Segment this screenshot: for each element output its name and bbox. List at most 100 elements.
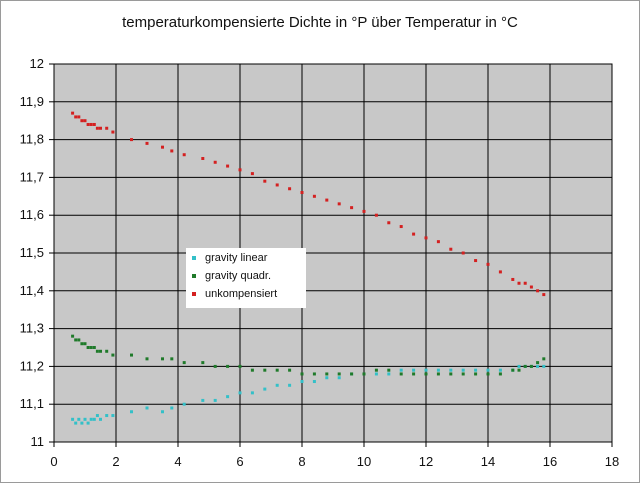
data-point-gravity-quadr xyxy=(374,368,378,372)
x-tick-label: 0 xyxy=(50,454,57,469)
data-point-gravity-quadr xyxy=(436,372,440,376)
data-point-gravity-linear xyxy=(498,368,502,372)
data-point-gravity-linear xyxy=(99,417,102,421)
data-point-gravity-linear xyxy=(387,372,391,376)
legend-marker-unkompensiert xyxy=(192,292,196,296)
data-point-unkompensiert xyxy=(263,179,267,183)
data-point-unkompensiert xyxy=(130,138,133,142)
data-point-gravity-quadr xyxy=(74,338,78,342)
data-point-gravity-quadr xyxy=(71,334,75,338)
data-point-gravity-quadr xyxy=(213,364,217,368)
legend-marker-gravity-linear xyxy=(192,256,196,260)
data-point-unkompensiert xyxy=(474,259,478,263)
y-tick-label: 12 xyxy=(30,56,44,71)
data-point-unkompensiert xyxy=(95,126,99,130)
data-point-gravity-linear xyxy=(89,417,93,421)
data-point-gravity-linear xyxy=(250,391,254,395)
data-point-unkompensiert xyxy=(145,141,149,145)
x-tick-label: 12 xyxy=(419,454,433,469)
data-point-gravity-quadr xyxy=(536,361,540,365)
y-tick-label: 11,4 xyxy=(20,283,44,298)
data-point-gravity-quadr xyxy=(362,372,366,376)
data-point-gravity-quadr xyxy=(511,368,515,372)
data-point-gravity-linear xyxy=(201,398,205,402)
data-point-gravity-linear xyxy=(300,380,304,384)
data-point-gravity-quadr xyxy=(486,372,490,376)
legend-item-unkompensiert: unkompensiert xyxy=(187,285,305,303)
data-point-unkompensiert xyxy=(536,289,540,293)
data-point-unkompensiert xyxy=(387,221,391,225)
data-point-gravity-quadr xyxy=(275,368,279,372)
x-tick-label: 14 xyxy=(481,454,495,469)
x-tick-label: 8 xyxy=(298,454,305,469)
data-point-gravity-quadr xyxy=(263,368,267,372)
data-point-gravity-quadr xyxy=(201,361,205,365)
data-point-gravity-linear xyxy=(412,368,416,372)
data-point-gravity-linear xyxy=(542,364,546,368)
data-point-gravity-quadr xyxy=(350,372,354,376)
data-point-unkompensiert xyxy=(170,149,174,153)
data-point-gravity-linear xyxy=(536,364,540,368)
data-point-gravity-linear xyxy=(170,406,174,410)
data-point-gravity-linear xyxy=(111,414,115,418)
data-point-gravity-quadr xyxy=(387,368,391,372)
data-point-unkompensiert xyxy=(312,194,316,198)
data-point-gravity-linear xyxy=(145,406,149,410)
data-point-unkompensiert xyxy=(511,277,515,281)
data-point-unkompensiert xyxy=(86,122,90,126)
data-point-unkompensiert xyxy=(71,111,75,115)
data-point-gravity-linear xyxy=(74,421,78,425)
data-point-gravity-quadr xyxy=(80,342,84,346)
data-point-gravity-linear xyxy=(226,395,230,399)
data-point-unkompensiert xyxy=(92,122,96,126)
data-point-unkompensiert xyxy=(111,130,115,134)
data-point-unkompensiert xyxy=(250,172,254,176)
legend-marker-gravity-quadr xyxy=(192,274,196,278)
data-point-gravity-quadr xyxy=(99,349,102,353)
data-point-gravity-linear xyxy=(182,402,186,406)
data-point-unkompensiert xyxy=(449,247,453,251)
grid-lines xyxy=(49,63,613,447)
data-point-gravity-linear xyxy=(436,368,440,372)
data-point-unkompensiert xyxy=(529,285,533,289)
y-tick-label: 11,9 xyxy=(20,94,44,109)
data-point-unkompensiert xyxy=(498,270,502,274)
x-tick-label: 2 xyxy=(112,454,119,469)
data-point-unkompensiert xyxy=(80,119,84,123)
data-point-unkompensiert xyxy=(523,281,527,285)
data-point-unkompensiert xyxy=(275,183,279,187)
data-point-gravity-quadr xyxy=(145,357,149,361)
data-point-gravity-linear xyxy=(312,380,316,384)
data-point-gravity-linear xyxy=(130,410,133,414)
data-point-unkompensiert xyxy=(542,293,546,297)
data-point-unkompensiert xyxy=(201,157,205,160)
y-tick-label: 11,8 xyxy=(20,132,44,147)
data-point-unkompensiert xyxy=(325,198,329,202)
data-point-gravity-quadr xyxy=(288,368,292,372)
data-point-gravity-linear xyxy=(288,383,292,387)
data-point-gravity-quadr xyxy=(111,353,115,357)
data-point-gravity-linear xyxy=(77,417,81,421)
data-point-unkompensiert xyxy=(399,225,403,229)
data-point-unkompensiert xyxy=(182,153,186,157)
data-point-gravity-linear xyxy=(80,421,84,425)
data-point-gravity-quadr xyxy=(498,372,502,376)
data-point-gravity-linear xyxy=(275,383,279,387)
data-point-gravity-linear xyxy=(337,376,341,380)
data-point-gravity-quadr xyxy=(77,338,81,342)
data-point-gravity-linear xyxy=(517,364,521,368)
data-point-gravity-linear xyxy=(92,417,96,421)
data-point-gravity-quadr xyxy=(226,364,230,368)
data-point-unkompensiert xyxy=(89,122,93,126)
data-point-gravity-quadr xyxy=(461,372,465,376)
data-point-unkompensiert xyxy=(226,164,230,168)
data-point-unkompensiert xyxy=(337,202,341,206)
data-point-gravity-quadr xyxy=(92,346,96,349)
x-tick-label: 4 xyxy=(174,454,181,469)
data-point-gravity-linear xyxy=(95,414,99,418)
data-point-unkompensiert xyxy=(350,206,354,210)
data-point-gravity-quadr xyxy=(182,361,186,365)
data-point-unkompensiert xyxy=(161,145,164,149)
y-tick-label: 11,3 xyxy=(20,321,44,336)
